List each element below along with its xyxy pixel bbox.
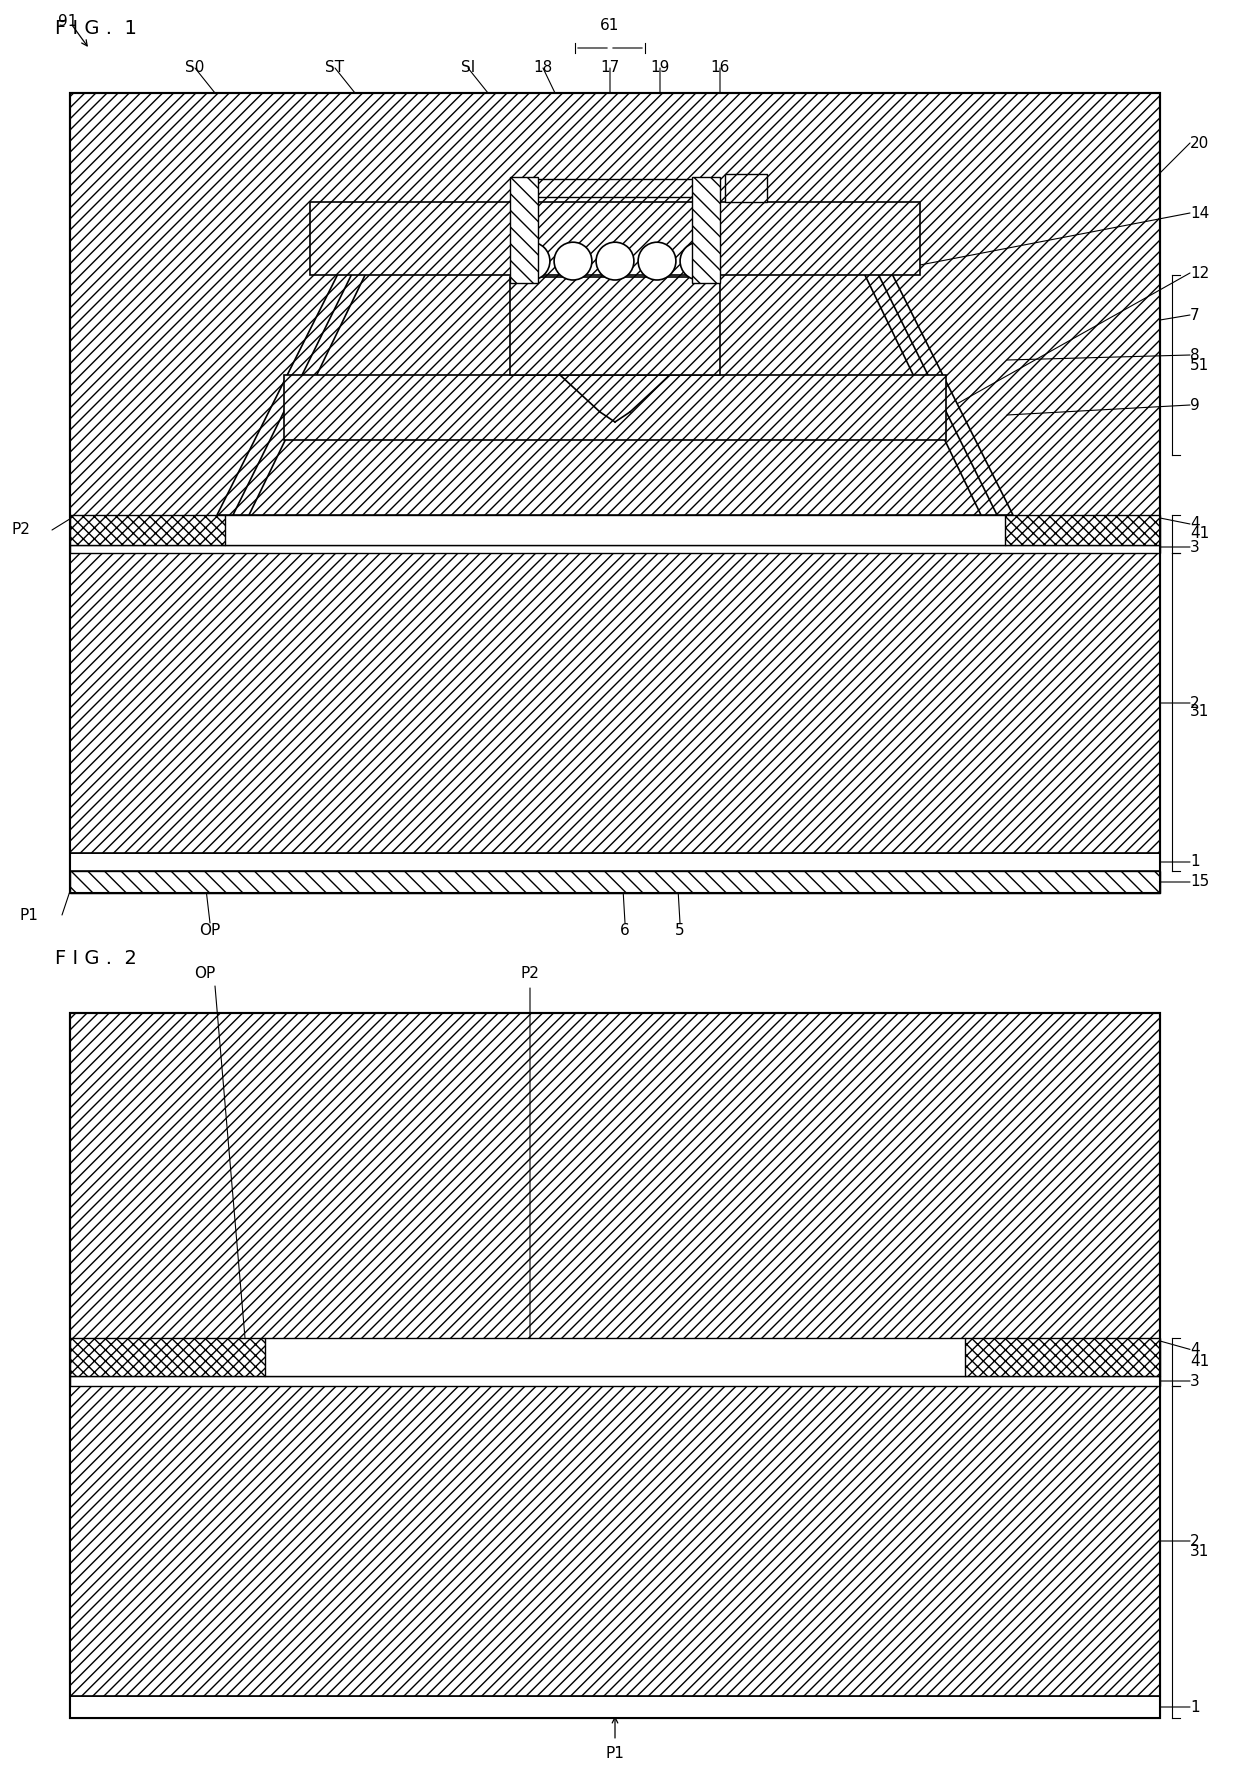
Text: 31: 31: [1190, 704, 1209, 720]
Bar: [69, 871, 1159, 894]
Bar: [725, 174, 768, 202]
Text: 6: 6: [620, 924, 630, 938]
Text: 16: 16: [711, 60, 729, 76]
Bar: [69, 1339, 265, 1376]
Bar: [965, 1339, 1159, 1376]
Text: 3: 3: [1190, 1374, 1200, 1388]
Text: S0: S0: [185, 60, 205, 76]
Bar: [69, 553, 1159, 853]
Bar: [692, 177, 720, 284]
Bar: [69, 1012, 1159, 1718]
Bar: [69, 853, 1159, 871]
Text: OP: OP: [195, 966, 216, 980]
Text: 2: 2: [1190, 695, 1199, 711]
Text: 8: 8: [1190, 348, 1199, 362]
Text: P1: P1: [19, 908, 38, 922]
Bar: [69, 544, 1159, 553]
Text: 41: 41: [1190, 527, 1209, 541]
Text: SI: SI: [461, 60, 475, 76]
Text: ST: ST: [325, 60, 345, 76]
Bar: [69, 92, 1159, 894]
Bar: [525, 179, 706, 197]
Text: 5: 5: [676, 924, 684, 938]
Text: 1: 1: [1190, 855, 1199, 869]
Text: 41: 41: [1190, 1355, 1209, 1369]
Circle shape: [554, 243, 591, 280]
Bar: [265, 1339, 965, 1376]
Text: 1: 1: [1190, 1700, 1199, 1714]
Circle shape: [512, 243, 549, 280]
Polygon shape: [217, 220, 1013, 514]
Bar: [69, 1376, 1159, 1386]
Text: 17: 17: [600, 60, 620, 76]
Text: 14: 14: [1190, 206, 1209, 220]
Text: OP: OP: [200, 924, 221, 938]
Text: P2: P2: [521, 966, 539, 980]
Text: 12: 12: [1190, 266, 1209, 280]
Bar: [69, 1697, 1159, 1718]
Text: F I G .  2: F I G . 2: [55, 949, 136, 968]
Text: 3: 3: [1190, 539, 1200, 555]
Circle shape: [596, 243, 634, 280]
Text: 91: 91: [58, 14, 77, 28]
Text: 4: 4: [1190, 1342, 1199, 1356]
Bar: [510, 177, 538, 284]
Bar: [284, 376, 946, 440]
Text: 7: 7: [1190, 307, 1199, 323]
Text: 9: 9: [1190, 397, 1200, 413]
Bar: [310, 202, 920, 275]
Bar: [284, 376, 946, 440]
Text: 31: 31: [1190, 1544, 1209, 1560]
Polygon shape: [233, 236, 997, 514]
Text: P2: P2: [11, 523, 30, 537]
Polygon shape: [249, 252, 981, 514]
Bar: [69, 1386, 1159, 1697]
Bar: [69, 514, 224, 544]
Text: 20: 20: [1190, 135, 1209, 151]
Bar: [224, 514, 1004, 544]
Text: F I G .  1: F I G . 1: [55, 18, 136, 37]
Bar: [1004, 514, 1159, 544]
Circle shape: [639, 243, 676, 280]
Bar: [510, 277, 720, 376]
Bar: [69, 1012, 1159, 1718]
Text: 2: 2: [1190, 1534, 1199, 1548]
Circle shape: [680, 243, 718, 280]
Bar: [525, 179, 706, 197]
Bar: [310, 202, 920, 275]
Bar: [69, 92, 1159, 894]
Text: 15: 15: [1190, 874, 1209, 890]
Text: 51: 51: [1190, 358, 1209, 372]
Text: 61: 61: [600, 18, 620, 34]
Text: 4: 4: [1190, 516, 1199, 532]
Text: P1: P1: [605, 1746, 625, 1761]
Text: 19: 19: [650, 60, 670, 76]
Text: 18: 18: [533, 60, 553, 76]
